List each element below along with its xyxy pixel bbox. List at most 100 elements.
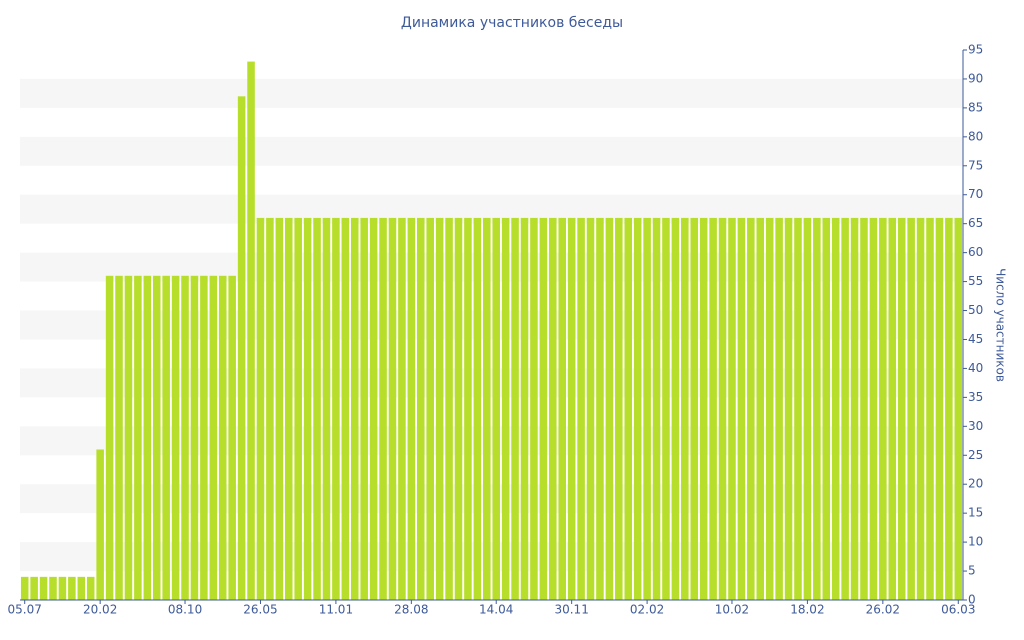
bar bbox=[813, 217, 821, 601]
grid-band bbox=[20, 78, 963, 108]
x-tick-label: 11.01 bbox=[319, 603, 353, 617]
grid-band bbox=[20, 484, 963, 514]
bar bbox=[643, 217, 651, 601]
y-tick-label: 10 bbox=[968, 535, 983, 549]
bar bbox=[869, 217, 878, 601]
bar bbox=[124, 275, 133, 600]
bar bbox=[699, 217, 708, 601]
grid-band bbox=[20, 136, 963, 166]
y-tick-label: 35 bbox=[968, 390, 983, 404]
bar bbox=[275, 217, 284, 601]
bar bbox=[841, 217, 849, 601]
bar bbox=[577, 217, 585, 601]
bar bbox=[247, 61, 255, 600]
bar bbox=[152, 275, 161, 600]
bar bbox=[134, 275, 142, 600]
bar bbox=[341, 217, 350, 601]
bar bbox=[190, 275, 199, 600]
grid-band bbox=[20, 426, 963, 456]
bar bbox=[747, 217, 755, 601]
bar bbox=[58, 576, 67, 600]
bar bbox=[690, 217, 699, 601]
bar bbox=[850, 217, 859, 601]
y-tick-label: 50 bbox=[968, 303, 983, 317]
bar bbox=[728, 217, 736, 601]
bar bbox=[86, 576, 95, 600]
bar bbox=[539, 217, 548, 601]
x-tick-label: 02.02 bbox=[630, 603, 664, 617]
bar bbox=[926, 217, 934, 601]
grid-band bbox=[20, 252, 963, 282]
bar bbox=[284, 217, 293, 601]
bar bbox=[77, 576, 86, 600]
bar bbox=[388, 217, 397, 601]
bar bbox=[935, 217, 944, 601]
grid-band bbox=[20, 194, 963, 224]
bar bbox=[558, 217, 566, 601]
bar bbox=[237, 96, 246, 600]
bar bbox=[228, 275, 236, 600]
x-tick-label: 20.02 bbox=[83, 603, 117, 617]
y-tick-label: 85 bbox=[968, 100, 983, 114]
y-tick-label: 25 bbox=[968, 448, 983, 462]
bar bbox=[200, 275, 208, 600]
bar bbox=[652, 217, 661, 601]
x-tick-label: 26.05 bbox=[243, 603, 277, 617]
y-tick-label: 65 bbox=[968, 216, 983, 230]
bar bbox=[218, 275, 227, 600]
bar bbox=[417, 217, 425, 601]
x-tick-label: 14.04 bbox=[479, 603, 513, 617]
bar bbox=[435, 217, 444, 601]
bar bbox=[624, 217, 633, 601]
x-tick-label: 30.11 bbox=[554, 603, 588, 617]
bar bbox=[464, 217, 472, 601]
bar bbox=[369, 217, 378, 601]
bar bbox=[322, 217, 331, 601]
bar bbox=[379, 217, 387, 601]
bar bbox=[20, 576, 29, 600]
grid-band bbox=[20, 368, 963, 398]
bar bbox=[765, 217, 774, 601]
bar bbox=[256, 217, 265, 601]
x-tick-label: 10.02 bbox=[715, 603, 749, 617]
bar bbox=[954, 217, 963, 601]
bar bbox=[794, 217, 802, 601]
chart-title: Динамика участников беседы bbox=[401, 15, 623, 31]
bar bbox=[511, 217, 519, 601]
bar bbox=[350, 217, 359, 601]
bar bbox=[756, 217, 765, 601]
bar bbox=[709, 217, 717, 601]
bar bbox=[897, 217, 906, 601]
bar bbox=[294, 217, 302, 601]
bar bbox=[860, 217, 868, 601]
bar bbox=[181, 275, 189, 600]
y-tick-label: 40 bbox=[968, 361, 983, 375]
bar bbox=[718, 217, 727, 601]
y-tick-label: 20 bbox=[968, 477, 983, 491]
bar bbox=[662, 217, 670, 601]
bar bbox=[916, 217, 925, 601]
y-tick-label: 90 bbox=[968, 71, 983, 85]
bar bbox=[586, 217, 595, 601]
bar bbox=[162, 275, 170, 600]
y-tick-label: 15 bbox=[968, 506, 983, 520]
bar bbox=[501, 217, 510, 601]
bar bbox=[615, 217, 623, 601]
bar bbox=[171, 275, 180, 600]
bar bbox=[907, 217, 915, 601]
bar bbox=[520, 217, 529, 601]
x-tick-label: 26.02 bbox=[866, 603, 900, 617]
bar bbox=[209, 275, 218, 600]
y-tick-label: 80 bbox=[968, 129, 983, 143]
bar bbox=[737, 217, 746, 601]
bar bbox=[426, 217, 434, 601]
x-tick-label: 06.03 bbox=[941, 603, 975, 617]
bar bbox=[49, 576, 57, 600]
bar bbox=[633, 217, 642, 601]
y-tick-label: 0 bbox=[968, 593, 976, 607]
bar bbox=[530, 217, 538, 601]
bar bbox=[492, 217, 500, 601]
bar bbox=[115, 275, 123, 600]
y-tick-label: 75 bbox=[968, 158, 983, 172]
y-tick-label: 70 bbox=[968, 187, 983, 201]
